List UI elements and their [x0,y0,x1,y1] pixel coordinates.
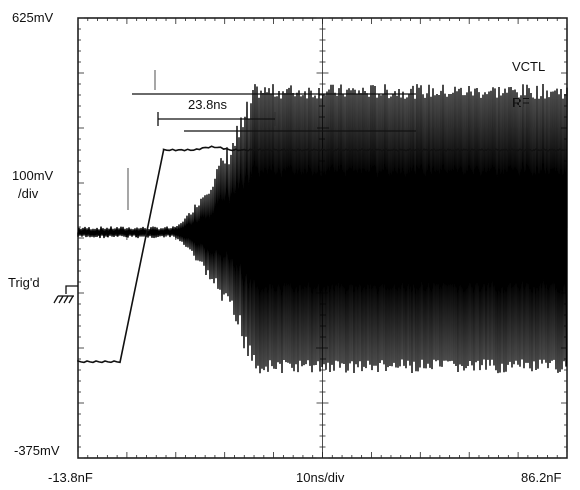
ground-symbol-icon [53,285,78,304]
series-label-rf: RF [512,95,529,110]
measurement-cursors [132,93,416,132]
rf-trace [77,83,568,374]
x-left-label: -13.8nF [48,470,93,485]
interval-label: 23.8ns [188,97,228,112]
y-bottom-label: -375mV [14,443,60,458]
x-center-label: 10ns/div [296,470,345,485]
x-right-label: 86.2nF [521,470,562,485]
vctl-trace [77,145,566,364]
y-scale-label-2: /div [18,186,39,201]
trigger-label: Trig'd [8,275,40,290]
y-top-label: 625mV [12,10,54,25]
y-scale-label-1: 100mV [12,168,54,183]
series-label-vctl: VCTL [512,59,545,74]
